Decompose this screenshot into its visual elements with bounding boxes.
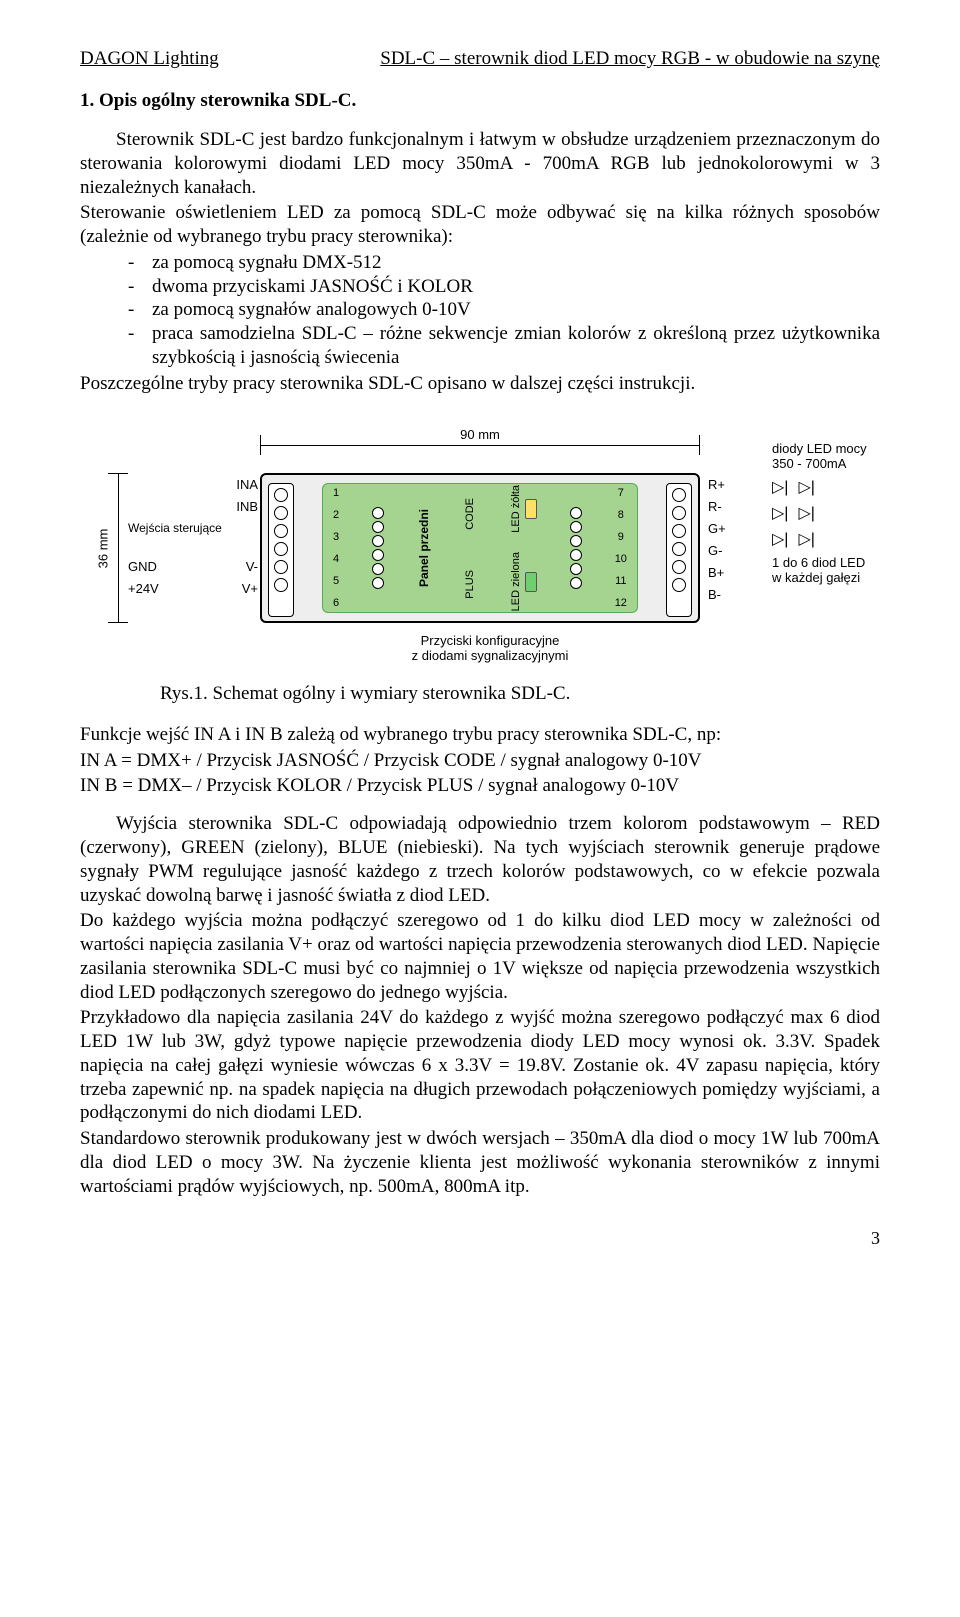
header-left: DAGON Lighting <box>80 48 219 70</box>
label-inb: INB <box>236 499 258 514</box>
diode-bottom-1: 1 do 6 diod LED <box>772 555 880 570</box>
label-plus: PLUS <box>464 570 476 599</box>
paragraph-1: Sterownik SDL-C jest bardzo funkcjonalny… <box>80 128 880 199</box>
list-item: za pomocą sygnałów analogowych 0-10V <box>80 298 880 322</box>
label-gplus: G+ <box>708 519 766 537</box>
terminal-right <box>666 483 692 617</box>
bottom-line-1: Przyciski konfiguracyjne <box>340 633 640 648</box>
label-code: CODE <box>464 498 476 530</box>
diode-block: diody LED mocy 350 - 700mA ▷| ▷| ▷| ▷| ▷| ▷… <box>772 441 880 585</box>
led-icon: ▷| <box>798 477 814 497</box>
paragraph-8: Standardowo sterownik produkowany jest w… <box>80 1127 880 1198</box>
label-ina: INA <box>236 477 258 492</box>
mode-list: za pomocą sygnału DMX-512 dwoma przycisk… <box>80 251 880 370</box>
diode-title-1: diody LED mocy <box>772 441 880 456</box>
label-gnd: GND <box>128 559 157 574</box>
label-wejscia: Wejścia sterujące <box>128 521 222 535</box>
label-rminus: R- <box>708 497 766 515</box>
label-24v: +24V <box>128 581 159 596</box>
page-number: 3 <box>80 1228 880 1249</box>
led-icon: ▷| <box>798 503 814 523</box>
dim-height-wrap: 36 mm <box>88 473 118 623</box>
paragraph-3: Poszczególne tryby pracy sterownika SDL-… <box>80 372 880 396</box>
label-led-zielona: LED zielona <box>510 552 522 611</box>
dim-width-label: 90 mm <box>320 427 640 442</box>
terminal-left <box>268 483 294 617</box>
figure-bottom-caption: Przyciski konfiguracyjne z diodami sygna… <box>340 633 640 663</box>
led-indicator-col: LED żółta LED zielona <box>510 485 537 612</box>
bottom-line-2: z diodami sygnalizacyjnymi <box>340 648 640 663</box>
label-led-zolta: LED żółta <box>510 485 522 533</box>
eq-block: IN A = DMX+ / Przycisk JASNOŚĆ / Przycis… <box>80 749 880 798</box>
diode-bottom-2: w każdej gałęzi <box>772 570 880 585</box>
paragraph-7: Przykładowo dla napięcia zasilania 24V d… <box>80 1006 880 1125</box>
paragraph-2: Sterowanie oświetleniem LED za pomocą SD… <box>80 201 880 249</box>
section-title: 1. Opis ogólny sterownika SDL-C. <box>80 90 880 112</box>
list-item: praca samodzielna SDL-C – różne sekwencj… <box>80 322 880 370</box>
paragraph-4: Funkcje wejść IN A i IN B zależą od wybr… <box>80 723 880 747</box>
label-bminus: B- <box>708 585 766 603</box>
right-labels: R+ R- G+ G- B+ B- <box>708 471 766 607</box>
eq-inb: IN B = DMX– / Przycisk KOLOR / Przycisk … <box>80 774 880 799</box>
code-plus-col: CODE PLUS <box>464 498 476 599</box>
left-num-col: 1 2 3 4 5 6 <box>333 483 339 613</box>
led-yellow-icon <box>525 499 537 519</box>
paragraph-6: Do każdego wyjścia można podłączyć szere… <box>80 909 880 1004</box>
figure-caption: Rys.1. Schemat ogólny i wymiary sterowni… <box>160 683 880 705</box>
label-vminus: V- <box>246 559 258 574</box>
list-item: za pomocą sygnału DMX-512 <box>80 251 880 275</box>
left-labels: INA INB Wejścia sterujące GND V- +24V V+ <box>128 471 258 601</box>
label-panel: Panel przedni <box>417 509 431 587</box>
dim-height-label: 36 mm <box>96 528 111 568</box>
dot-col-left <box>372 507 384 589</box>
label-rplus: R+ <box>708 475 766 493</box>
paragraph-5: Wyjścia sterownika SDL-C odpowiadają odp… <box>80 812 880 907</box>
label-vplus: V+ <box>242 581 258 596</box>
header-right: SDL-C – sterownik diod LED mocy RGB - w … <box>380 48 880 70</box>
led-icon: ▷| <box>798 529 814 549</box>
led-icon: ▷| <box>772 503 788 523</box>
led-icon: ▷| <box>772 477 788 497</box>
right-num-col: 7 8 9 10 11 12 <box>615 483 627 613</box>
dim-width-line <box>260 445 700 446</box>
label-gminus: G- <box>708 541 766 559</box>
label-bplus: B+ <box>708 563 766 581</box>
led-icon: ▷| <box>772 529 788 549</box>
dot-col-right <box>570 507 582 589</box>
figure-wrap: 90 mm 36 mm INA INB Wejścia sterujące GN… <box>80 423 880 705</box>
center-panel: 1 2 3 4 5 6 Panel przedni CODE PLUS <box>322 483 638 613</box>
figure-diagram: 90 mm 36 mm INA INB Wejścia sterujące GN… <box>80 423 880 673</box>
dim-height-line <box>118 473 119 623</box>
led-green-icon <box>525 572 537 592</box>
eq-ina: IN A = DMX+ / Przycisk JASNOŚĆ / Przycis… <box>80 749 880 774</box>
list-item: dwoma przyciskami JASNOŚĆ i KOLOR <box>80 275 880 299</box>
board: 1 2 3 4 5 6 Panel przedni CODE PLUS <box>260 473 700 623</box>
page-header: DAGON Lighting SDL-C – sterownik diod LE… <box>80 48 880 70</box>
diode-title-2: 350 - 700mA <box>772 456 880 471</box>
